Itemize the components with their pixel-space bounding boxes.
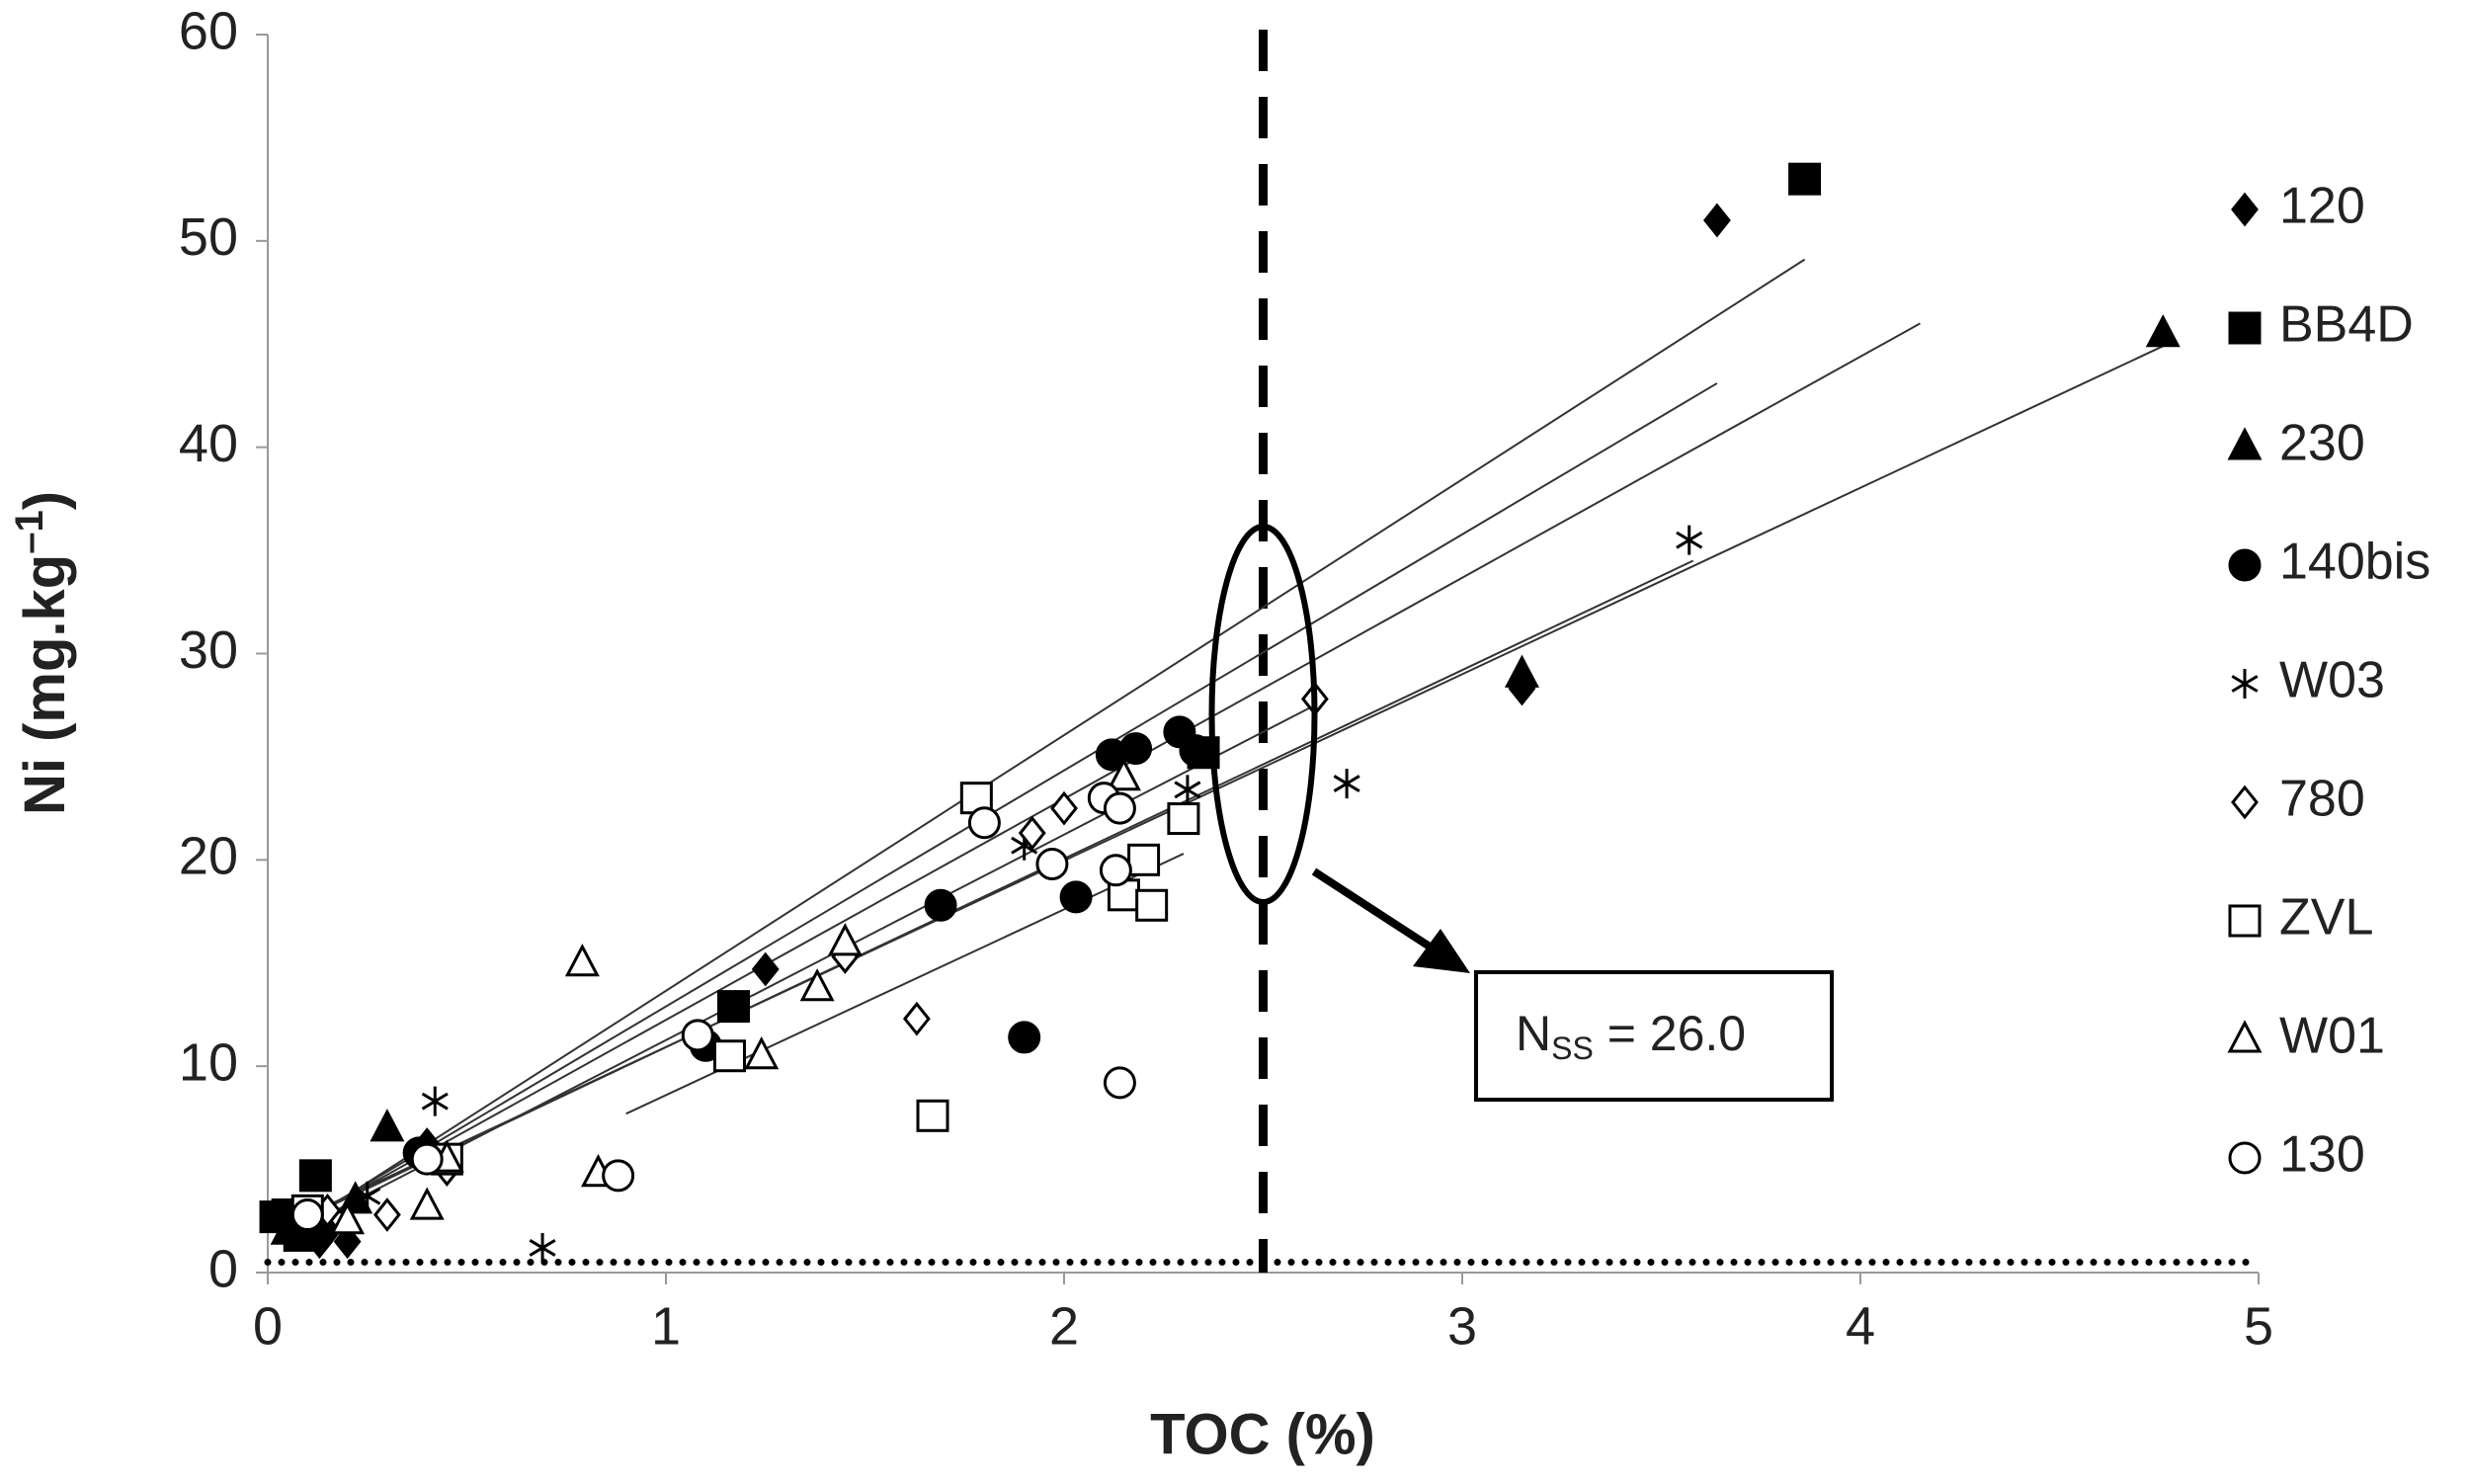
legend-label: 780: [2279, 771, 2365, 828]
y-tick-label: 40: [179, 414, 238, 473]
point: [1702, 203, 1731, 238]
trend-line: [306, 382, 1718, 1220]
point: [1119, 732, 1153, 766]
y-tick-label: 20: [179, 827, 238, 886]
y-tick-label: 10: [179, 1032, 238, 1092]
point: [1018, 815, 1046, 851]
point: [902, 1001, 931, 1036]
point: [1050, 790, 1078, 826]
point: [744, 1036, 780, 1070]
point: [1135, 888, 1169, 922]
point: [1179, 734, 1212, 768]
x-tick-label: 5: [2244, 1296, 2273, 1356]
legend-label: 140bis: [2279, 534, 2430, 591]
point: [916, 1099, 949, 1132]
legend-label: ZVL: [2279, 889, 2373, 947]
legend-label: 230: [2279, 415, 2365, 472]
point: [409, 1187, 445, 1220]
x-axis-label: TOC (%): [1150, 1402, 1375, 1466]
annotation-box: [1474, 970, 1834, 1102]
legend-label: W03: [2279, 652, 2385, 709]
y-tick-label: 60: [179, 1, 238, 60]
annotation-arrow: [1311, 867, 1436, 952]
arrow-head: [1413, 929, 1470, 973]
point: [2145, 314, 2181, 348]
highlight-ellipse: [1208, 524, 1318, 905]
legend-marker: [2227, 427, 2263, 460]
point: [681, 1019, 714, 1052]
point: [298, 1159, 332, 1193]
legend-label: 120: [2279, 178, 2365, 235]
point: [410, 1142, 444, 1176]
point: [1059, 880, 1093, 914]
point: [1099, 854, 1132, 887]
annotation: NSS = 26.0: [1516, 1006, 1746, 1066]
point: [370, 1109, 405, 1142]
x-tick-label: 1: [651, 1296, 681, 1356]
legend-marker: [2231, 669, 2259, 699]
legend-marker: [2228, 1141, 2262, 1175]
trend-line: [625, 853, 1185, 1115]
legend-marker: [2228, 311, 2262, 345]
point: [421, 1086, 449, 1116]
point: [751, 951, 780, 987]
point: [1008, 1021, 1041, 1054]
legend-label: BB4D: [2279, 296, 2414, 354]
point: [1333, 769, 1360, 799]
point: [827, 923, 863, 956]
legend-marker: [2227, 1020, 2263, 1053]
point: [602, 1159, 635, 1193]
y-label-suffix: ): [13, 491, 77, 510]
y-label-sup: –1: [8, 510, 51, 554]
point: [290, 1198, 324, 1232]
legend-marker: [2228, 904, 2262, 938]
point: [1103, 1066, 1136, 1100]
point: [1106, 758, 1141, 791]
point: [1127, 843, 1161, 876]
point: [1676, 525, 1703, 555]
point: [564, 944, 600, 977]
legend-label: W01: [2279, 1008, 2385, 1065]
x-tick-label: 4: [1846, 1296, 1875, 1356]
trend-line: [326, 703, 1316, 1216]
x-tick-label: 0: [253, 1296, 283, 1356]
legend-marker: [2231, 192, 2259, 227]
trend-line: [306, 322, 1921, 1220]
point: [712, 1039, 746, 1073]
point: [717, 990, 751, 1024]
trend-line: [306, 559, 1694, 1218]
y-tick-label: 0: [208, 1239, 238, 1298]
point: [1167, 802, 1200, 836]
point: [372, 1197, 401, 1232]
point: [1103, 791, 1136, 825]
x-tick-label: 2: [1049, 1296, 1079, 1356]
y-axis-label: Ni (mg.kg–1): [8, 491, 78, 815]
y-label-text: Ni (mg.kg: [13, 554, 77, 815]
point: [799, 968, 835, 1002]
legend-marker: [2231, 784, 2259, 820]
point: [1174, 775, 1201, 805]
annotation-sub: SS: [1551, 1031, 1594, 1066]
y-tick-label: 30: [179, 620, 238, 680]
annotation-suffix: = 26.0: [1594, 1006, 1746, 1061]
point: [354, 1181, 381, 1211]
point: [1788, 162, 1822, 196]
point: [1504, 654, 1539, 688]
point: [529, 1232, 556, 1263]
legend-marker: [2228, 548, 2262, 582]
annotation-main: N: [1516, 1006, 1551, 1061]
trend-line: [306, 258, 1806, 1222]
point: [967, 806, 1001, 840]
x-tick-label: 3: [1447, 1296, 1477, 1356]
point: [924, 888, 957, 922]
legend-label: 130: [2279, 1126, 2365, 1184]
y-tick-label: 50: [179, 207, 238, 267]
point: [330, 1201, 366, 1235]
point: [1035, 848, 1069, 881]
